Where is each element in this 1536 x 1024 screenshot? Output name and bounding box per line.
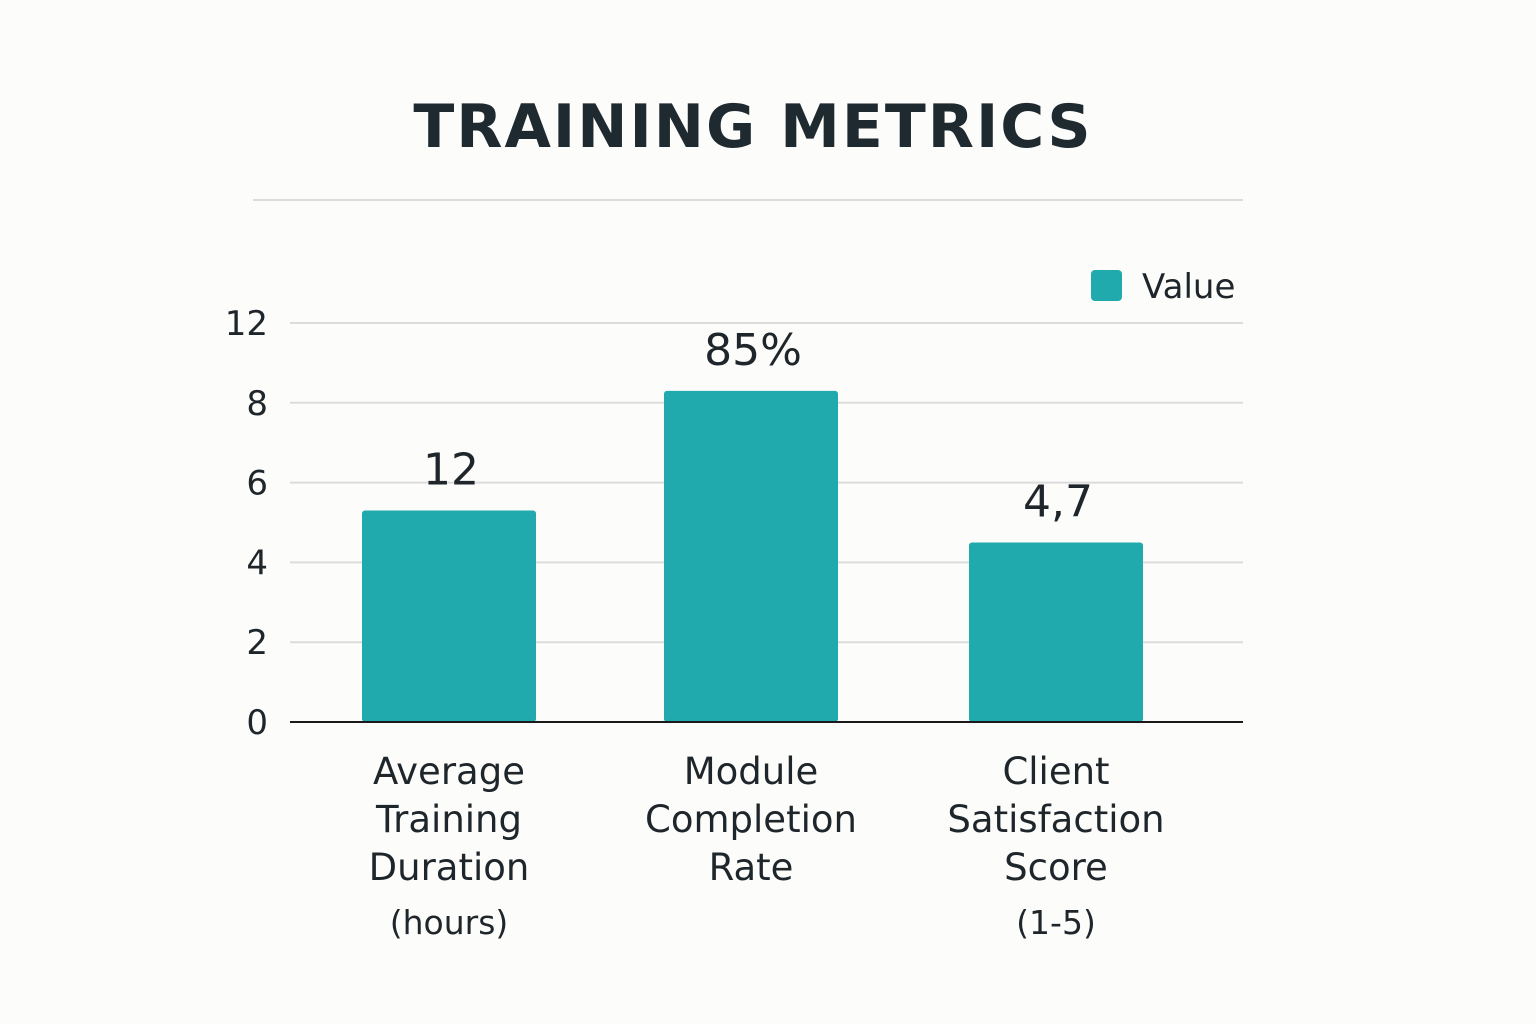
legend-swatch [1091, 270, 1122, 301]
y-tick-label: 8 [246, 384, 268, 424]
data-label: 4,7 [1023, 476, 1093, 527]
category-labels: Average Training Duration (hours) Module Comp… [369, 750, 1165, 942]
category-label: Client [1002, 750, 1109, 793]
bar [664, 390, 838, 722]
category-label: Rate [709, 846, 794, 889]
legend: Value [1091, 267, 1235, 307]
y-tick-label: 12 [225, 304, 268, 344]
category-label: Average [373, 750, 525, 793]
category-label: Score [1004, 846, 1108, 889]
category-label: Module [684, 750, 819, 793]
category-label: Satisfaction [947, 798, 1164, 841]
chart-title: TRAINING METRICS [413, 92, 1093, 162]
bar [969, 542, 1143, 722]
category-label: Duration [369, 846, 530, 889]
data-label: 85% [704, 325, 802, 376]
legend-label: Value [1142, 267, 1235, 307]
data-label: 12 [423, 445, 479, 496]
y-tick-label: 6 [246, 464, 268, 504]
y-tick-label: 0 [246, 703, 268, 743]
y-tick-label: 4 [246, 543, 268, 583]
category-unit-label: (1-5) [1016, 903, 1096, 942]
category-label: Training [375, 798, 522, 841]
category-unit-label: (hours) [390, 903, 509, 942]
bars [362, 390, 1143, 722]
y-tick-label: 2 [246, 623, 268, 663]
y-axis-ticks: 0 2 4 6 8 12 [225, 304, 268, 743]
data-labels: 12 85% 4,7 [423, 325, 1093, 528]
category-label: Completion [645, 798, 857, 841]
bar [362, 510, 536, 722]
